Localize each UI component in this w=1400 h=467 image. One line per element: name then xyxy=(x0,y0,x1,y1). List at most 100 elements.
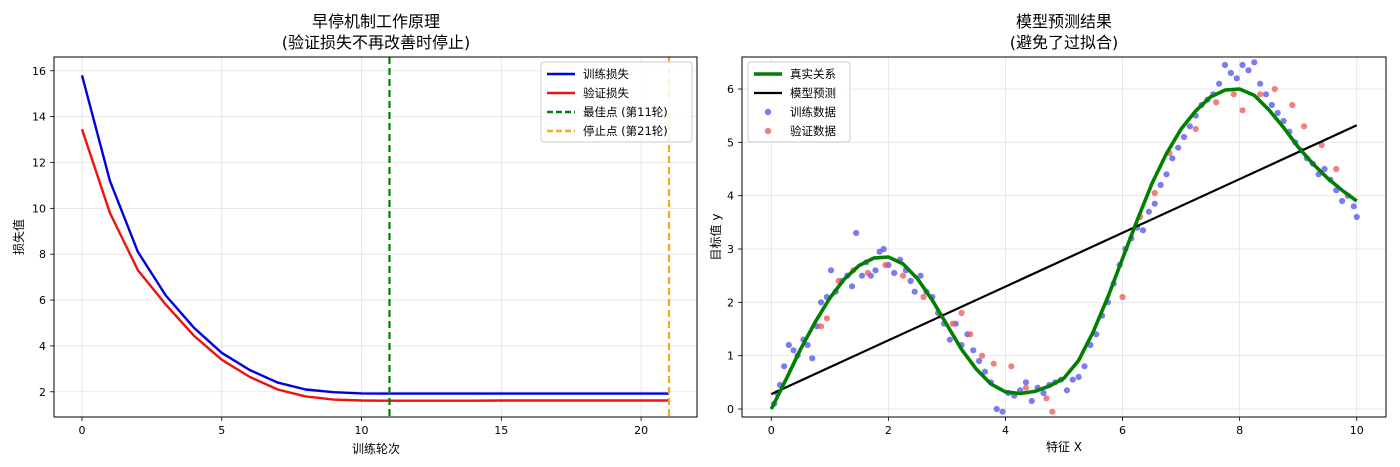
legend-label: 验证损失 xyxy=(583,86,629,100)
train-point xyxy=(1257,80,1264,87)
train-point xyxy=(1221,61,1229,69)
train-point xyxy=(1069,376,1076,383)
train-point xyxy=(817,299,825,306)
train-point xyxy=(1157,181,1164,189)
train-point xyxy=(1251,59,1258,66)
legend-swatch xyxy=(764,108,772,116)
model-prediction-chart: 模型预测结果 (避免了过拟合) 0 2 4 6 8 10 0 1 2 3 4 5 6 特征 X 目标值 … xyxy=(708,12,1387,454)
train-point xyxy=(804,341,811,349)
x-axis-label: 特征 X xyxy=(1046,439,1082,454)
x-tick-label: 15 xyxy=(494,424,508,437)
val-point xyxy=(1049,408,1056,415)
val-point xyxy=(1257,91,1264,98)
x-tick-label: 5 xyxy=(218,424,225,437)
val-point xyxy=(958,309,965,317)
y-tick-label: 6 xyxy=(39,294,46,307)
train-point xyxy=(1028,397,1035,405)
train-point xyxy=(1022,379,1030,386)
ticks: 0 5 10 15 20 2 4 6 8 10 12 14 16 xyxy=(32,65,648,437)
y-tick-label: 16 xyxy=(32,65,46,78)
y-tick-label: 8 xyxy=(39,248,46,261)
early-stopping-chart: 早停机制工作原理 (验证损失不再改善时停止) 0 5 10 15 20 2 4 6 8 10 12 1… xyxy=(11,12,698,456)
train-point xyxy=(1145,208,1152,215)
ticks: 0 2 4 6 8 10 0 1 2 3 4 5 6 xyxy=(727,83,1364,437)
train-point xyxy=(785,341,792,349)
train-point xyxy=(1063,387,1071,394)
legend-label: 训练损失 xyxy=(583,67,629,81)
model-prediction-line xyxy=(770,124,1358,396)
val-point xyxy=(949,320,956,327)
train-point xyxy=(946,336,953,343)
val-point xyxy=(817,323,825,330)
train-point xyxy=(1262,91,1270,98)
val-point xyxy=(1271,85,1278,93)
x-tick-label: 4 xyxy=(1002,424,1009,437)
true-relation-curve xyxy=(769,87,1358,410)
train-point xyxy=(853,229,860,237)
train-point xyxy=(809,355,816,362)
legend-swatch xyxy=(764,127,772,135)
x-tick-label: 10 xyxy=(355,424,369,437)
train-point xyxy=(1268,101,1275,109)
x-tick-label: 10 xyxy=(1350,424,1364,437)
x-tick-label: 8 xyxy=(1236,424,1243,437)
train-point xyxy=(1216,80,1223,87)
val-point xyxy=(864,269,871,277)
x-tick-label: 0 xyxy=(768,424,775,437)
y-tick-label: 4 xyxy=(727,190,734,203)
val-point xyxy=(899,272,907,279)
train-point xyxy=(976,357,983,365)
chart-title: 模型预测结果 xyxy=(1016,12,1112,31)
train-point xyxy=(827,267,835,274)
y-tick-label: 2 xyxy=(727,296,734,309)
x-tick-label: 0 xyxy=(78,424,85,437)
train-point xyxy=(790,347,797,354)
train-point xyxy=(1186,123,1193,130)
train-point xyxy=(1040,389,1047,397)
train-point xyxy=(981,368,989,375)
legend-label: 训练数据 xyxy=(790,105,836,119)
legend-label: 模型预测 xyxy=(790,86,836,100)
y-tick-label: 5 xyxy=(727,136,734,149)
train-point xyxy=(911,288,918,295)
legend-label: 最佳点 (第11轮) xyxy=(583,105,668,119)
val-point xyxy=(920,293,927,301)
train-point xyxy=(1353,213,1360,221)
train-point xyxy=(1169,155,1176,162)
axes-frame xyxy=(53,56,698,418)
val-point xyxy=(1043,395,1050,402)
val-point xyxy=(882,261,889,269)
y-tick-label: 14 xyxy=(32,111,46,124)
axes-frame xyxy=(741,56,1387,418)
train-point xyxy=(1081,363,1088,370)
train-point xyxy=(917,272,924,279)
val-point xyxy=(1119,293,1126,301)
val-point xyxy=(1318,141,1325,149)
train-point xyxy=(1280,117,1287,125)
y-tick-label: 1 xyxy=(727,350,734,363)
y-tick-label: 0 xyxy=(727,403,734,416)
legend-box xyxy=(540,61,693,143)
val-point xyxy=(990,360,997,367)
train-point xyxy=(1075,373,1082,381)
y-tick-label: 12 xyxy=(32,156,46,169)
train-point xyxy=(858,272,866,279)
val-point xyxy=(1230,91,1237,98)
train-point xyxy=(1338,197,1346,205)
train-point xyxy=(1227,69,1234,77)
legend-label: 停止点 (第21轮) xyxy=(583,124,668,138)
train-point xyxy=(1245,67,1252,74)
train-point xyxy=(993,405,1000,413)
y-tick-label: 3 xyxy=(727,243,734,256)
train-point xyxy=(1233,75,1240,82)
chart-title: 早停机制工作原理 xyxy=(312,12,440,31)
y-tick-label: 10 xyxy=(32,202,46,215)
train-point xyxy=(907,277,914,285)
chart-subtitle: (验证损失不再改善时停止) xyxy=(282,33,471,52)
plot-area xyxy=(769,59,1360,415)
train-point xyxy=(970,347,977,354)
y-tick-label: 4 xyxy=(39,340,46,353)
